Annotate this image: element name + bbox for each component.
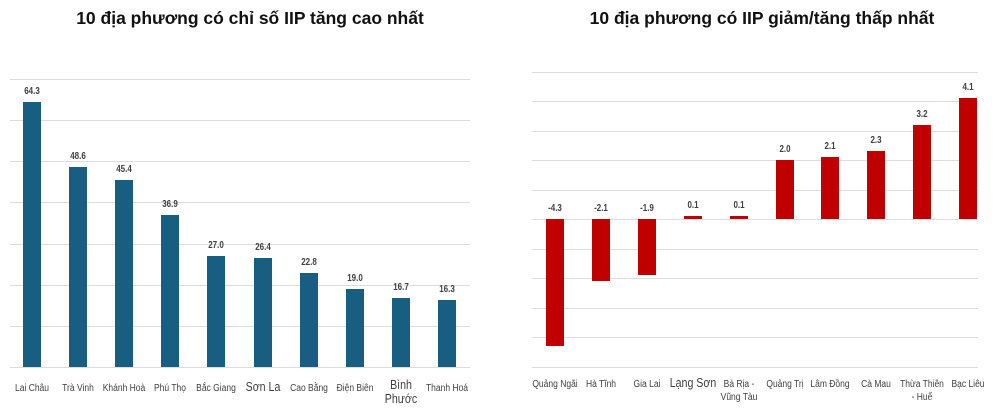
category-label: Gia Lai	[633, 379, 661, 390]
category-label: Trà Vinh	[62, 383, 94, 394]
bar	[345, 288, 364, 367]
gridline	[10, 325, 470, 327]
data-label: 19.0	[346, 272, 363, 284]
bar	[207, 255, 226, 367]
gridline	[10, 284, 470, 286]
bar	[161, 215, 180, 367]
bar	[683, 216, 702, 219]
category-label-line: - Huế	[911, 392, 933, 403]
gridline	[532, 160, 978, 161]
gridline	[532, 189, 978, 191]
gridline	[532, 278, 978, 279]
bar	[821, 157, 840, 219]
bar	[23, 102, 41, 367]
category-label-line: Thừa Thiên	[900, 379, 945, 390]
gridline	[10, 367, 470, 368]
data-label: -2.1	[593, 203, 608, 214]
chart-title: 10 địa phương có chỉ số IIP tăng cao nhấ…	[76, 8, 424, 28]
category-label: Bắc Giang	[196, 383, 237, 394]
gridline	[532, 337, 978, 338]
bar	[913, 124, 932, 219]
bar	[775, 160, 794, 219]
gridline	[10, 243, 470, 245]
data-label: 4.1	[962, 82, 974, 94]
bar	[637, 219, 656, 276]
bar	[729, 216, 748, 219]
category-label: Bạc Liêu	[951, 379, 985, 390]
data-label: 2.1	[824, 141, 836, 153]
category-label-line: Phước	[384, 392, 417, 406]
bar	[867, 151, 886, 219]
category-label: Bà Rịa - Vũng Tàu	[713, 378, 764, 404]
gridline	[532, 130, 978, 132]
data-label: 64.3	[24, 86, 40, 98]
category-label-line: Vũng Tàu	[720, 392, 757, 403]
gridline	[532, 307, 978, 309]
bar	[437, 299, 456, 367]
chart-title: 10 địa phương có IIP giảm/tăng thấp nhất	[589, 8, 935, 28]
data-label: 2.0	[778, 144, 791, 155]
category-label: Lâm Đồng	[810, 379, 850, 390]
bar	[69, 167, 88, 367]
gridline	[532, 71, 978, 73]
category-label-line: Bà Rịa -	[723, 379, 754, 390]
category-label: Thừa Thiên - Huế	[897, 378, 948, 404]
data-label: 0.1	[733, 200, 745, 212]
gridline	[532, 101, 978, 102]
category-label: Khánh Hoà	[102, 383, 146, 394]
gridline	[10, 202, 470, 204]
category-label: Lai Châu	[14, 383, 50, 394]
data-label: 48.6	[70, 151, 86, 163]
data-label: 45.4	[116, 164, 132, 176]
category-label-line: Bình	[389, 378, 412, 392]
data-label: -1.9	[639, 203, 654, 214]
bar	[591, 219, 610, 281]
bar	[115, 180, 134, 367]
gridline	[532, 248, 978, 250]
chart-top-increase: 10 địa phương có chỉ số IIP tăng cao nhấ…	[10, 8, 470, 406]
category-label: Cà Mau	[861, 379, 892, 390]
bar	[253, 258, 272, 367]
data-label: 2.3	[870, 135, 882, 147]
gridline	[10, 161, 470, 163]
data-label: 0.1	[687, 200, 699, 212]
category-label: Điện Biên	[336, 383, 374, 394]
category-label: Cao Bằng	[289, 383, 328, 394]
category-label: Lạng Sơn	[669, 376, 716, 390]
category-label: Bình Phước	[375, 378, 426, 406]
bar	[546, 219, 564, 346]
category-label: Quảng Trị	[765, 379, 804, 390]
bar	[299, 273, 318, 367]
data-label: 27.0	[208, 239, 225, 251]
data-label: 16.3	[439, 283, 455, 295]
gridline	[10, 120, 470, 122]
data-label: -4.3	[548, 203, 562, 214]
category-label: Hà Tĩnh	[585, 379, 616, 390]
category-label: Phú Thọ	[154, 383, 187, 394]
bar	[391, 298, 410, 367]
gridline	[10, 79, 470, 80]
data-label: 36.9	[162, 199, 179, 211]
category-label: Thanh Hoá	[425, 383, 468, 394]
bar	[959, 98, 978, 219]
gridline	[532, 366, 978, 368]
category-label: Sơn La	[245, 380, 280, 394]
gridline	[532, 219, 978, 220]
data-label: 3.2	[916, 108, 928, 120]
data-label: 26.4	[254, 242, 271, 254]
data-label: 16.7	[393, 282, 409, 294]
data-label: 22.8	[300, 257, 317, 269]
category-label: Quảng Ngãi	[532, 379, 578, 390]
chart-lowest-change: 10 địa phương có IIP giảm/tăng thấp nhất…	[500, 0, 1000, 417]
